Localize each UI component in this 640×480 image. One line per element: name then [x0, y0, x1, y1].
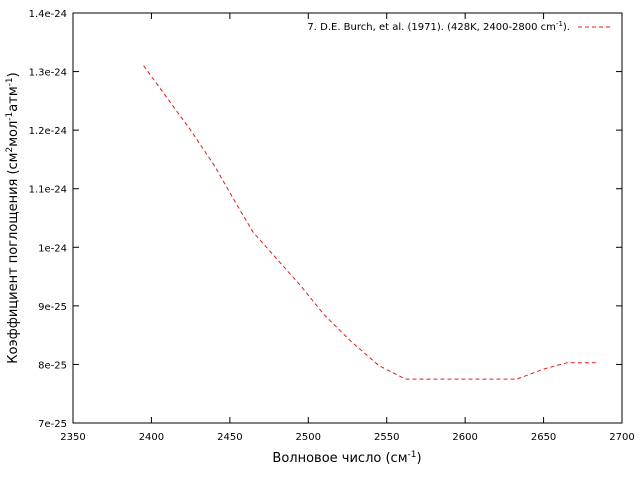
legend: 7. D.E. Burch, et al. (1971). (428K, 240… [307, 20, 611, 33]
x-axis-label: Волновое число (см-1) [272, 450, 421, 466]
series-layer [143, 65, 599, 380]
y-axis-ticks: 7e-25 8e-25 9e-25 1e-24 1.1e-24 1.2e-24 1.3e-2… [29, 9, 622, 430]
x-tick-label: 2400 [139, 432, 164, 443]
y-tick-label: 1.1e-24 [29, 185, 67, 196]
series-line [143, 65, 599, 380]
plot-frame [72, 12, 623, 424]
y-tick-label: 7e-25 [38, 419, 67, 430]
y-tick-label: 1.3e-24 [29, 68, 67, 79]
x-tick-label: 2550 [374, 432, 399, 443]
y-axis-label: Коэффициент поглощения (см2мол-1атм-1) [5, 72, 21, 363]
x-tick-label: 2650 [531, 432, 556, 443]
x-tick-label: 2350 [60, 432, 85, 443]
x-tick-label: 2450 [217, 432, 242, 443]
y-tick-label: 9e-25 [38, 302, 67, 313]
y-tick-label: 1.4e-24 [29, 9, 67, 20]
x-axis-ticks: 2350 2400 2450 2500 2550 2600 2650 2700 [60, 13, 635, 443]
x-tick-label: 2700 [609, 432, 634, 443]
x-tick-label: 2500 [296, 432, 321, 443]
y-tick-label: 8e-25 [38, 360, 67, 371]
legend-label: 7. D.E. Burch, et al. (1971). (428K, 240… [307, 20, 570, 33]
x-tick-label: 2600 [452, 432, 477, 443]
y-tick-label: 1.2e-24 [29, 126, 67, 137]
y-tick-label: 1e-24 [38, 243, 67, 254]
